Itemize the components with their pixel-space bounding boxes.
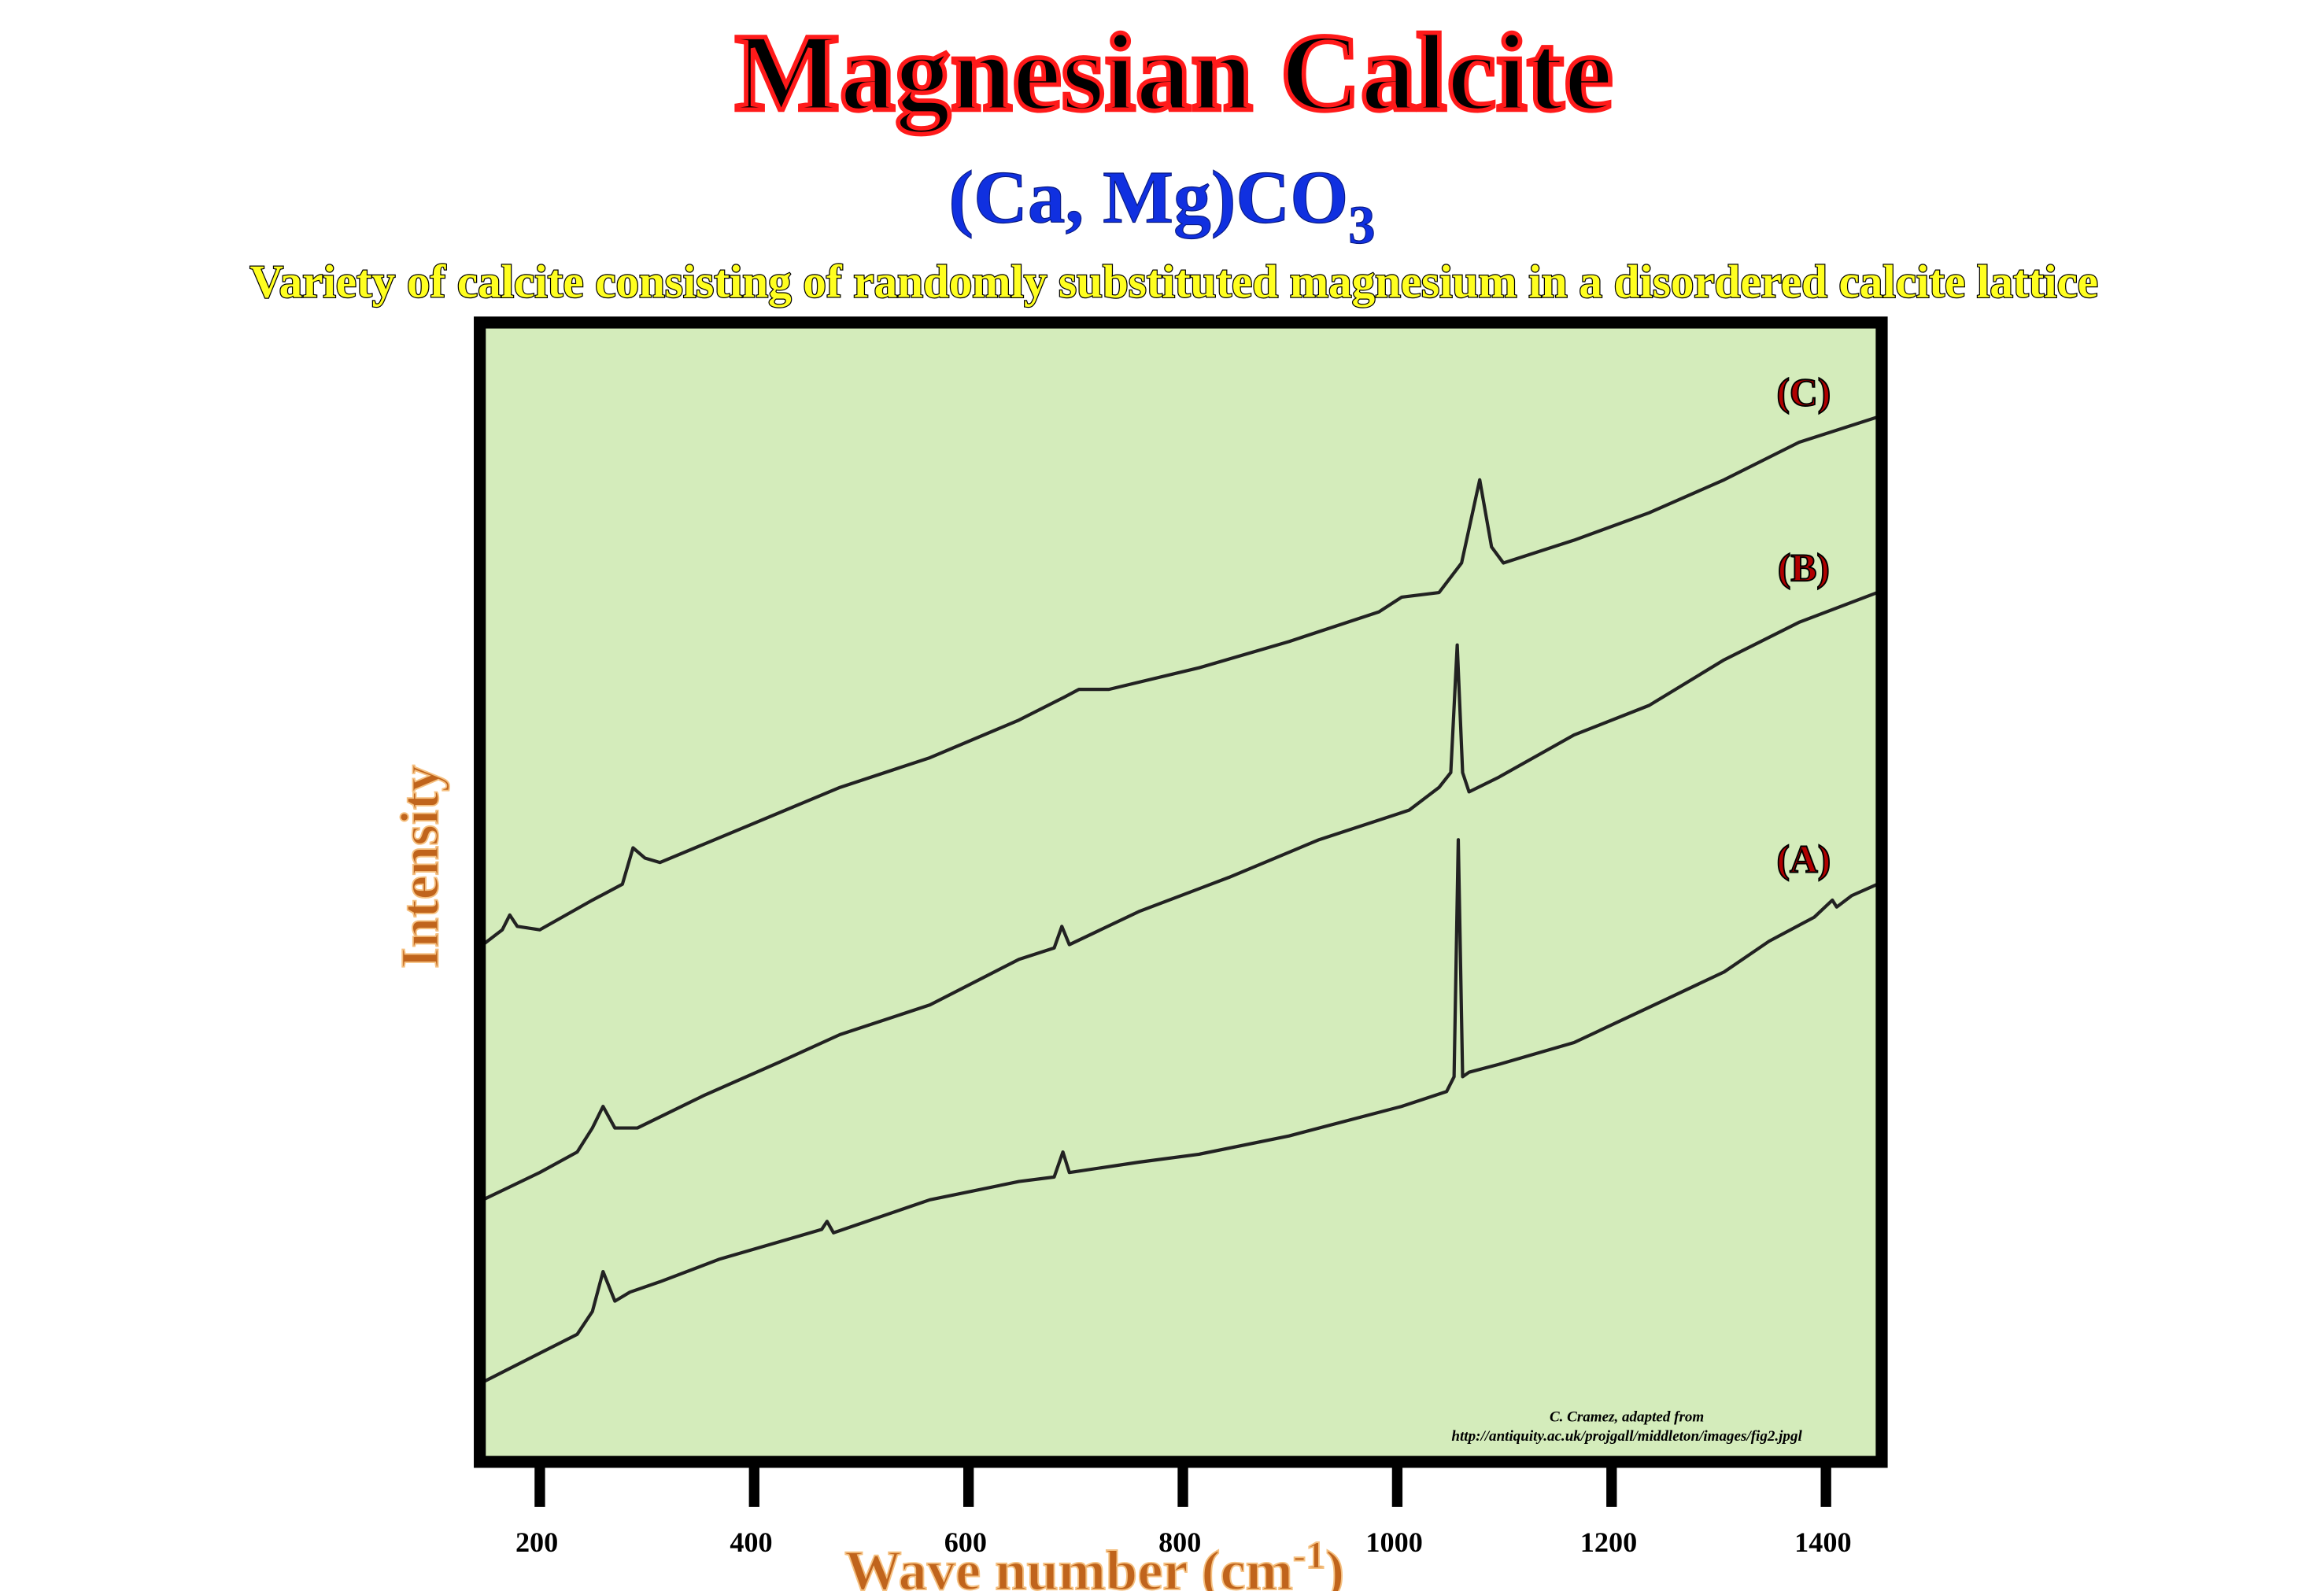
spectrum-line (482, 415, 1879, 947)
x-tick-label: 1000 (1365, 1526, 1422, 1558)
series-label: (C) (1777, 371, 1831, 414)
x-tick-label: 800 (1158, 1526, 1201, 1558)
series-label: (A) (1777, 838, 1831, 881)
series-label: (B) (1778, 546, 1830, 589)
plot-frame (474, 316, 1888, 1468)
x-tick-label: 200 (515, 1526, 558, 1558)
credit-line: C. Cramez, adapted from (1550, 1408, 1704, 1425)
x-label-text: Wave number (cm (844, 1538, 1293, 1591)
spectrum-line (482, 838, 1879, 1384)
x-tick-label: 1200 (1580, 1526, 1637, 1558)
subtitle-subscript: 3 (1348, 195, 1375, 255)
x-tick-label: 400 (730, 1526, 772, 1558)
subtitle-text: (Ca, Mg)CO (948, 155, 1348, 238)
x-axis-label: Wave number (cm-1) (844, 1534, 1344, 1591)
x-tick-label: 600 (944, 1526, 987, 1558)
credit-line: http://antiquity.ac.uk/projgall/middleto… (1451, 1428, 1802, 1445)
chart-subtitle: (Ca, Mg)CO3 (948, 155, 1375, 255)
x-label-superscript: -1 (1293, 1534, 1325, 1577)
y-axis-label: Intensity (390, 765, 449, 969)
x-tick-label: 1400 (1794, 1526, 1851, 1558)
plot-area (479, 322, 1882, 1462)
chart-title: Magnesian Calcite (735, 11, 1613, 134)
description: Variety of calcite consisting of randoml… (249, 256, 2098, 308)
spectrum-line (482, 591, 1879, 1202)
x-label-close: ) (1325, 1538, 1344, 1591)
